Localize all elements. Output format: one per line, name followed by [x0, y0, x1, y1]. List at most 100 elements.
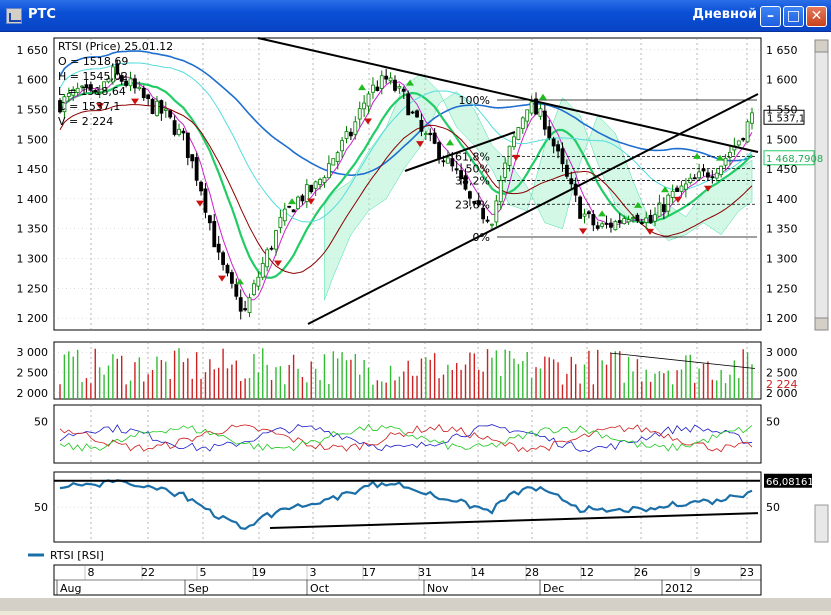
trend-line: [404, 131, 516, 172]
price-tick-label: 1 350: [17, 223, 49, 236]
scroll-up-button[interactable]: [814, 39, 829, 53]
price-scrollbar[interactable]: [814, 39, 829, 331]
candle-body: [485, 219, 490, 222]
candle-body: [269, 247, 274, 250]
chart-canvas[interactable]: 100% 61,8%50%38,2% 23,6% 0% 1 537,1 1 468,790…: [0, 32, 831, 611]
fractal-down-arrow: [674, 196, 682, 203]
candle-body: [190, 154, 195, 162]
candle-body: [243, 308, 248, 311]
candle-body: [221, 252, 225, 265]
candle-body: [639, 222, 644, 225]
candle-body: [613, 221, 618, 231]
candle-body: [441, 160, 446, 163]
price-tick-label: 1 400: [766, 193, 798, 206]
period-label[interactable]: Дневной: [692, 7, 757, 22]
candle-body: [538, 108, 543, 117]
candle-body: [701, 168, 706, 172]
close-button[interactable]: ✕: [806, 6, 827, 27]
bottom-scrollbar[interactable]: [0, 598, 831, 611]
candle-body: [648, 214, 653, 224]
fractal-up-arrow: [288, 198, 296, 205]
maximize-button[interactable]: □: [783, 6, 804, 27]
fractal-down-arrow: [196, 200, 204, 207]
candle-body: [80, 85, 84, 88]
x-day-label: 5: [200, 566, 207, 579]
candle-body: [225, 264, 230, 274]
x-month-label: Oct: [310, 582, 330, 595]
chart-area[interactable]: 100% 61,8% 50% 38,2% 23,6% 0% 1 537,1 1 468,790…: [0, 32, 831, 611]
fractal-up-arrow: [661, 186, 669, 193]
maximize-icon: □: [786, 8, 801, 24]
candle-body: [569, 178, 574, 185]
price-tick-label: 1 650: [17, 44, 49, 57]
candle-body: [644, 217, 649, 223]
scroll-down-button[interactable]: [814, 317, 829, 331]
candle-body: [388, 77, 393, 82]
dmi-panel[interactable]: [53, 404, 762, 464]
volume-trend-line: [609, 352, 756, 369]
candle-body: [692, 177, 697, 180]
candle-body: [203, 188, 208, 213]
candle-body: [349, 131, 353, 137]
candle-body: [657, 202, 662, 217]
price-info-line: RTSI (Price) 25.01.12: [58, 40, 173, 53]
candle-body: [102, 81, 106, 91]
volume-tick-label: 2 000: [17, 387, 49, 400]
rsi-panel[interactable]: [53, 471, 762, 543]
candle-body: [371, 84, 375, 93]
candle-body: [728, 151, 732, 158]
candle-body: [736, 140, 741, 146]
candle-body: [177, 128, 181, 135]
candle-body: [282, 208, 287, 222]
candle-body: [741, 138, 746, 141]
x-month-label: 2012: [665, 582, 693, 595]
fractal-up-arrow: [406, 79, 414, 86]
price-tick-label: 1 250: [766, 282, 798, 295]
x-day-label: 12: [580, 566, 594, 579]
fib-level-label: 23,6%: [455, 198, 490, 211]
fractal-down-arrow: [646, 228, 654, 235]
candle-body: [58, 100, 62, 113]
candle-body: [437, 142, 441, 160]
x-day-label: 28: [525, 566, 539, 579]
candle-body: [600, 223, 605, 227]
candle-body: [115, 63, 120, 75]
candle-body: [410, 111, 415, 114]
price-tick-label: 1 200: [766, 312, 798, 325]
rsi-value-label: 66,08161: [766, 477, 814, 488]
x-day-label: 26: [634, 566, 648, 579]
candle-body: [238, 297, 243, 312]
candle-body: [172, 120, 177, 135]
rsi-scrollbar[interactable]: [814, 504, 829, 543]
candle-body: [84, 84, 89, 88]
ma-blue-line: [59, 50, 753, 177]
minimize-button[interactable]: –: [760, 6, 781, 27]
volume-tick-label: 3 000: [766, 346, 798, 359]
candle-body: [155, 100, 159, 116]
candle-body: [547, 126, 552, 138]
candle-body: [520, 117, 525, 129]
candle-body: [366, 93, 371, 107]
fractal-down-arrow: [704, 185, 712, 192]
candle-body: [542, 110, 547, 130]
price-panel[interactable]: [53, 37, 762, 331]
price-tick-label: 1 450: [17, 163, 49, 176]
candle-body: [529, 101, 534, 114]
candle-body: [322, 177, 327, 183]
candle-body: [679, 185, 684, 192]
candle-body: [296, 196, 300, 210]
candle-body: [150, 98, 155, 114]
volume-tick-label: 2 000: [766, 387, 798, 400]
trend-line: [307, 93, 759, 325]
price-info-line: V = 2 224: [58, 115, 113, 128]
volume-panel[interactable]: [53, 341, 762, 400]
candle-body: [335, 152, 340, 162]
candle-body: [326, 163, 331, 179]
candle-body: [503, 162, 508, 178]
candle-body: [631, 217, 635, 220]
candle-body: [428, 132, 433, 136]
candle-body: [710, 176, 715, 179]
candle-body: [71, 88, 76, 96]
fib-level-label: 100%: [459, 94, 490, 107]
title-bar: РТС Дневной – □ ✕: [0, 0, 831, 32]
